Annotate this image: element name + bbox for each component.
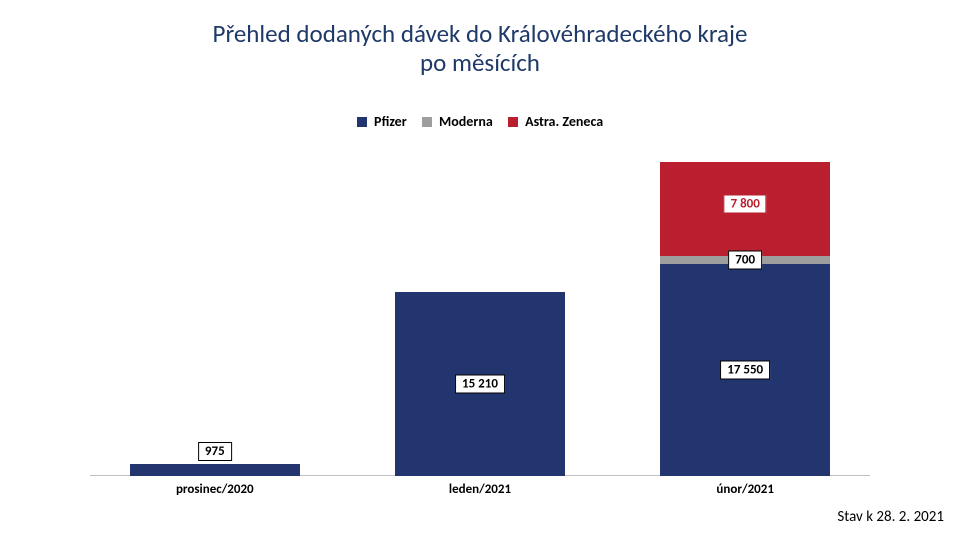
x-axis-labels: prosinec/2020 leden/2021 únor/2021 (90, 482, 870, 502)
legend-label-astra: Astra. Zeneca (525, 113, 603, 130)
legend-swatch-astra (508, 117, 518, 127)
legend-label-moderna: Moderna (439, 113, 493, 130)
legend-item-astra: Astra. Zeneca (508, 112, 603, 130)
bar2-astra-label: 7 800 (724, 194, 767, 213)
chart-title-line2: po měsících (420, 47, 540, 78)
legend-item-moderna: Moderna (422, 112, 493, 130)
chart-title: Přehled dodaných dávek do Královéhradeck… (0, 20, 960, 78)
x-label-1: leden/2021 (355, 482, 605, 497)
footer-status: Stav k 28. 2. 2021 (837, 508, 944, 526)
bar2-moderna: 700 (660, 256, 830, 264)
footer-text: Stav k 28. 2. 2021 (837, 508, 944, 526)
bar0-pfizer: 975 (130, 464, 300, 476)
x-label-2: únor/2021 (620, 482, 870, 497)
bar1-pfizer-label: 15 210 (455, 375, 505, 394)
bar2-astra: 7 800 (660, 162, 830, 256)
bar1-pfizer: 15 210 (395, 292, 565, 476)
legend-swatch-pfizer (357, 117, 367, 127)
bar2-pfizer-label: 17 550 (720, 361, 770, 380)
legend-swatch-moderna (422, 117, 432, 127)
x-label-0: prosinec/2020 (90, 482, 340, 497)
bar-stack-0: 975 (130, 464, 300, 476)
bar2-moderna-label: 700 (728, 250, 762, 269)
bar-stack-1: 15 210 (395, 292, 565, 476)
legend-item-pfizer: Pfizer (357, 112, 407, 130)
legend: Pfizer Moderna Astra. Zeneca (0, 112, 960, 130)
bar-stack-2: 7 800 700 17 550 (660, 162, 830, 477)
legend-label-pfizer: Pfizer (374, 113, 407, 130)
chart-title-line1: Přehled dodaných dávek do Královéhradeck… (213, 18, 748, 49)
plot-area: 975 15 210 7 800 700 17 550 (90, 150, 870, 476)
bar0-pfizer-label: 975 (198, 442, 232, 461)
bar2-pfizer: 17 550 (660, 264, 830, 476)
